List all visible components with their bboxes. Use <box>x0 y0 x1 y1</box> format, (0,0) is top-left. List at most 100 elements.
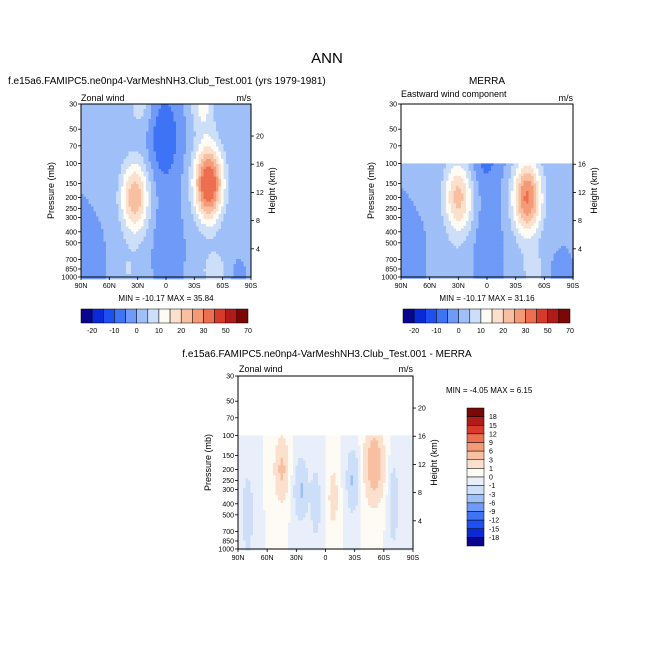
field-cell <box>111 114 114 117</box>
field-cell <box>234 232 237 235</box>
field-cell <box>244 204 247 207</box>
field-cell <box>179 249 182 252</box>
field-cell <box>91 109 94 112</box>
field-cell <box>189 192 192 195</box>
field-cell <box>209 237 212 240</box>
field-cell <box>156 259 159 262</box>
field-cell <box>184 274 187 277</box>
field-cell <box>124 274 127 277</box>
field-cell <box>89 132 92 135</box>
field-cell <box>216 224 219 227</box>
field-cell <box>94 269 97 272</box>
field-cell <box>216 109 219 112</box>
field-cell <box>164 259 167 262</box>
field-cell <box>114 142 117 145</box>
field-cell <box>154 137 157 140</box>
field-cell <box>201 199 204 202</box>
field-cell <box>84 262 87 265</box>
field-cell <box>221 269 224 272</box>
field-cell <box>179 239 182 242</box>
field-cell <box>126 159 129 162</box>
field-cell <box>109 159 112 162</box>
field-cell <box>164 264 167 267</box>
field-cell <box>89 247 92 250</box>
field-cell <box>149 269 152 272</box>
field-cell <box>149 167 152 170</box>
field-cell <box>124 107 127 110</box>
field-cell <box>236 134 239 137</box>
field-cell <box>156 122 159 125</box>
field-cell <box>121 262 124 265</box>
field-cell <box>96 212 99 215</box>
field-cell <box>139 189 142 192</box>
field-cell <box>109 109 112 112</box>
field-cell <box>161 259 164 262</box>
field-cell <box>109 252 112 255</box>
field-cell <box>186 257 189 260</box>
field-cell <box>239 262 242 265</box>
field-cell <box>139 252 142 255</box>
field-cell <box>94 137 97 140</box>
field-cell <box>116 124 119 127</box>
field-cell <box>116 129 119 132</box>
field-cell <box>111 142 114 145</box>
field-cell <box>194 172 197 175</box>
field-cell <box>146 189 149 192</box>
field-cell <box>169 124 172 127</box>
field-cell <box>101 152 104 155</box>
field-cell <box>96 132 99 135</box>
field-cell <box>156 209 159 212</box>
field-cell <box>114 157 117 160</box>
field-cell <box>219 107 222 110</box>
field-cell <box>509 166 512 169</box>
field-cell <box>186 142 189 145</box>
field-cell <box>104 224 107 227</box>
field-cell <box>104 217 107 220</box>
field-cell <box>179 137 182 140</box>
field-cell <box>219 259 222 262</box>
field-cell <box>239 152 242 155</box>
field-cell <box>151 232 154 235</box>
field-cell <box>124 137 127 140</box>
field-cell <box>139 269 142 272</box>
field-cell <box>141 222 144 225</box>
field-cell <box>226 274 229 277</box>
field-cell <box>224 249 227 252</box>
field-cell <box>216 189 219 192</box>
field-cell <box>124 234 127 237</box>
field-cell <box>101 247 104 250</box>
field-cell <box>146 212 149 215</box>
field-cell <box>119 154 122 157</box>
field-cell <box>246 252 249 255</box>
field-cell <box>149 134 152 137</box>
field-cell <box>124 152 127 155</box>
field-cell <box>156 224 159 227</box>
field-cell <box>156 219 159 222</box>
field-cell <box>161 109 164 112</box>
field-cell <box>246 194 249 197</box>
field-cell <box>121 169 124 172</box>
field-cell <box>194 132 197 135</box>
field-cell <box>184 152 187 155</box>
field-cell <box>99 267 102 270</box>
field-cell <box>96 134 99 137</box>
field-cell <box>216 274 219 277</box>
field-cell <box>174 109 177 112</box>
field-cell <box>189 142 192 145</box>
field-cell <box>86 197 89 200</box>
field-cell <box>126 267 129 270</box>
field-cell <box>209 212 212 215</box>
field-cell <box>129 182 132 185</box>
field-cell <box>244 177 247 180</box>
field-cell <box>134 264 137 267</box>
field-cell <box>109 107 112 110</box>
field-cell <box>156 264 159 267</box>
field-cell <box>161 132 164 135</box>
field-cell <box>216 199 219 202</box>
field-cell <box>524 166 527 169</box>
field-cell <box>151 127 154 130</box>
field-cell <box>234 174 237 177</box>
field-cell <box>201 209 204 212</box>
field-cell <box>241 242 244 245</box>
field-cell <box>149 189 152 192</box>
